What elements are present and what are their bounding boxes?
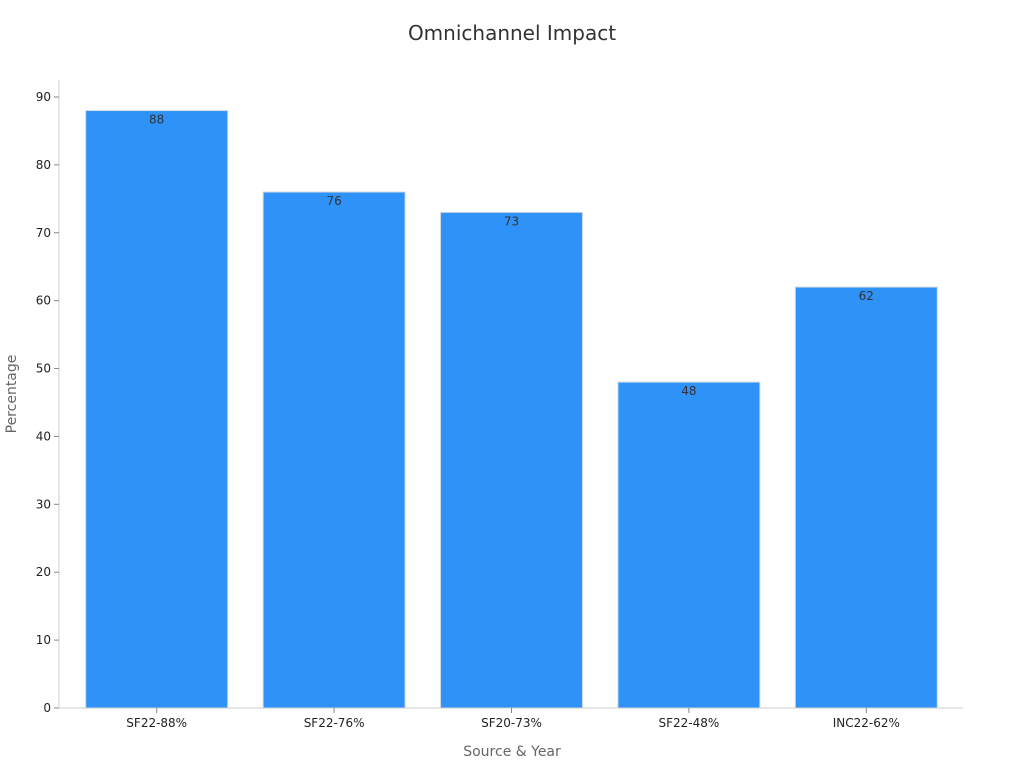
y-tick-label: 90 [36, 90, 51, 104]
data-label: 48 [681, 384, 696, 398]
data-labels-layer: 88 76 73 48 62 [149, 113, 874, 399]
x-axis: SF22-88% SF22-76% SF20-73% SF22-48% INC22-62… [59, 707, 963, 730]
x-tick-label: INC22-62% [833, 716, 900, 730]
y-tick-label: 40 [36, 429, 51, 443]
y-tick-label: 0 [43, 701, 51, 715]
x-tick-label: SF22-76% [304, 716, 365, 730]
y-tick-label: 80 [36, 158, 51, 172]
y-tick-label: 20 [36, 565, 51, 579]
bar [617, 381, 761, 709]
bar [262, 191, 406, 709]
bars-layer [85, 110, 938, 709]
data-label: 73 [504, 214, 519, 228]
x-tick-label: SF22-88% [126, 716, 187, 730]
y-tick-label: 30 [36, 497, 51, 511]
y-tick-label: 60 [36, 294, 51, 308]
y-axis-label: Percentage [4, 355, 20, 434]
y-axis: 0 10 20 30 40 50 60 70 80 90 [36, 80, 60, 715]
y-tick-label: 10 [36, 633, 51, 647]
bar [440, 211, 583, 709]
y-tick-label: 50 [36, 362, 51, 376]
chart-title: Omnichannel Impact [408, 21, 616, 45]
x-tick-label: SF22-48% [659, 716, 720, 730]
data-label: 62 [859, 289, 874, 303]
data-label: 88 [149, 113, 164, 127]
bar [85, 110, 229, 709]
data-label: 76 [326, 194, 341, 208]
x-tick-label: SF20-73% [481, 716, 542, 730]
y-tick-label: 70 [36, 226, 51, 240]
x-axis-label: Source & Year [463, 744, 561, 760]
bar [794, 286, 938, 709]
